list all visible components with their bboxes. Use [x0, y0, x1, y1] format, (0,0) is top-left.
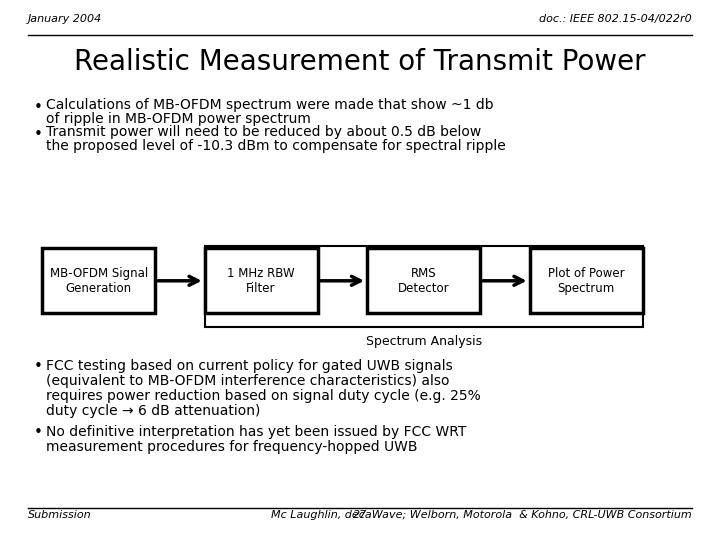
Text: FCC testing based on current policy for gated UWB signals: FCC testing based on current policy for … — [45, 359, 452, 373]
Text: Transmit power will need to be reduced by about 0.5 dB below: Transmit power will need to be reduced b… — [45, 125, 481, 139]
Text: •: • — [34, 100, 42, 115]
Text: No definitive interpretation has yet been issued by FCC WRT: No definitive interpretation has yet bee… — [45, 425, 466, 439]
FancyBboxPatch shape — [204, 248, 318, 313]
Text: doc.: IEEE 802.15-04/022r0: doc.: IEEE 802.15-04/022r0 — [539, 14, 692, 24]
Text: the proposed level of -10.3 dBm to compensate for spectral ripple: the proposed level of -10.3 dBm to compe… — [45, 139, 505, 153]
FancyBboxPatch shape — [529, 248, 642, 313]
Text: January 2004: January 2004 — [28, 14, 102, 24]
Text: of ripple in MB-OFDM power spectrum: of ripple in MB-OFDM power spectrum — [45, 112, 310, 126]
Text: 27: 27 — [353, 510, 367, 521]
Text: Spectrum Analysis: Spectrum Analysis — [366, 335, 482, 348]
Text: (equivalent to MB-OFDM interference characteristics) also: (equivalent to MB-OFDM interference char… — [45, 374, 449, 388]
Text: Submission: Submission — [28, 510, 91, 521]
Text: measurement procedures for frequency-hopped UWB: measurement procedures for frequency-hop… — [45, 440, 417, 454]
Text: Mc Laughlin, decaWave; Welborn, Motorola  & Kohno, CRL-UWB Consortium: Mc Laughlin, decaWave; Welborn, Motorola… — [271, 510, 692, 521]
Text: duty cycle → 6 dB attenuation): duty cycle → 6 dB attenuation) — [45, 404, 260, 418]
Text: Plot of Power
Spectrum: Plot of Power Spectrum — [548, 267, 624, 295]
Text: MB-OFDM Signal
Generation: MB-OFDM Signal Generation — [50, 267, 148, 295]
FancyBboxPatch shape — [42, 248, 155, 313]
Text: RMS
Detector: RMS Detector — [397, 267, 449, 295]
Text: •: • — [34, 425, 42, 440]
Text: Calculations of MB-OFDM spectrum were made that show ~1 db: Calculations of MB-OFDM spectrum were ma… — [45, 98, 493, 112]
Text: 1 MHz RBW
Filter: 1 MHz RBW Filter — [228, 267, 295, 295]
Text: •: • — [34, 127, 42, 142]
Text: Realistic Measurement of Transmit Power: Realistic Measurement of Transmit Power — [74, 48, 646, 76]
Text: requires power reduction based on signal duty cycle (e.g. 25%: requires power reduction based on signal… — [45, 389, 480, 403]
Text: •: • — [34, 359, 42, 374]
FancyBboxPatch shape — [367, 248, 480, 313]
